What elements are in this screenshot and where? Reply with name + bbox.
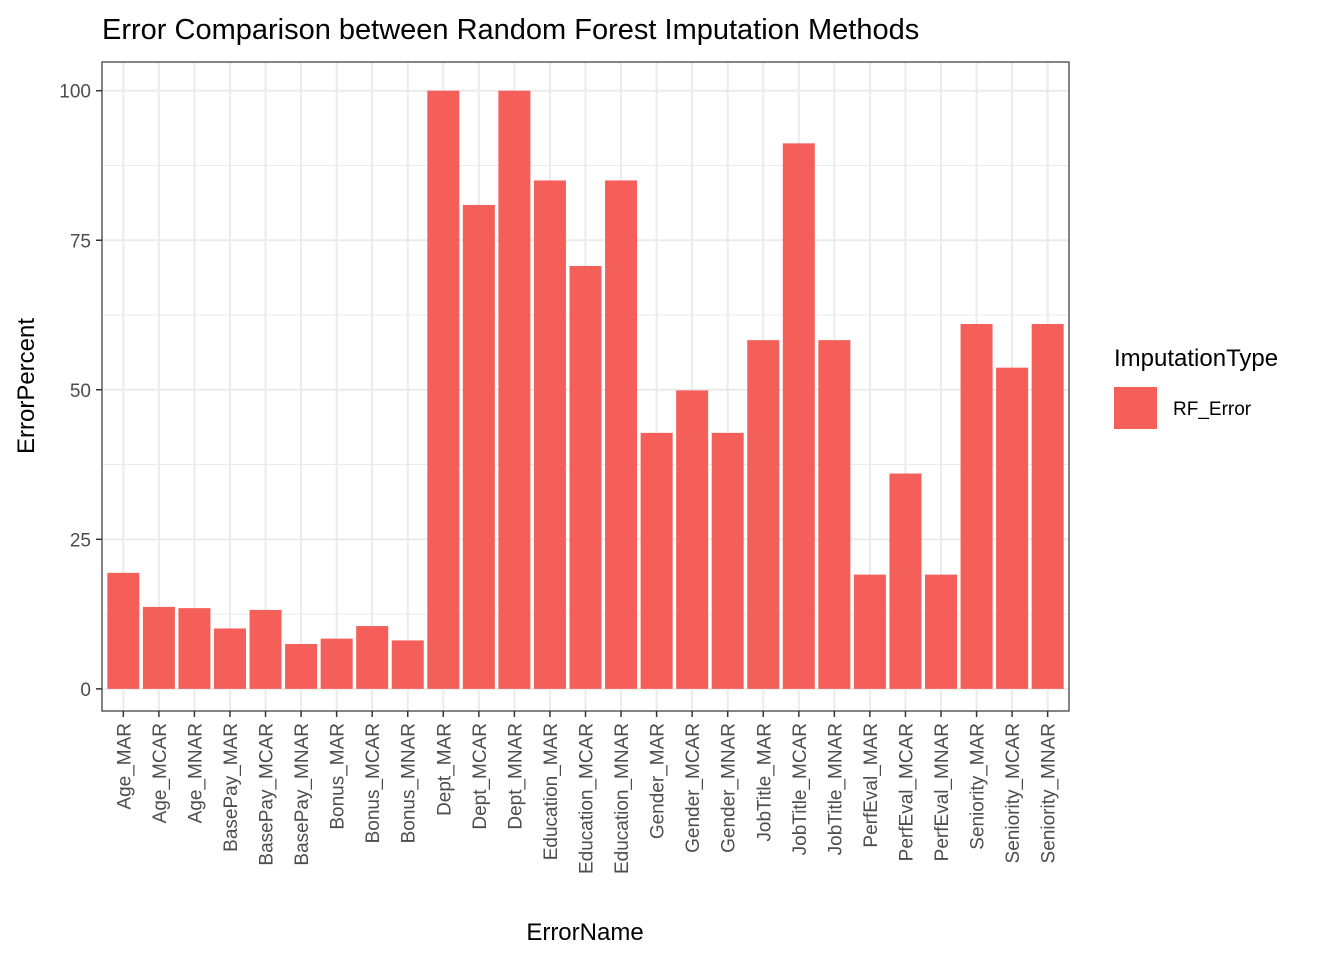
legend: ImputationType RF_Error (1114, 345, 1278, 429)
x-tick-label-Education_MNAR: Education_MNAR (612, 723, 633, 874)
x-tick-label-BasePay_MCAR: BasePay_MCAR (257, 723, 278, 866)
bar-JobTitle_MCAR (782, 143, 815, 689)
bar-JobTitle_MAR (747, 340, 780, 689)
bars (107, 90, 1064, 689)
x-tick-label-Age_MCAR: Age_MCAR (150, 723, 171, 823)
x-tick-label-Education_MAR: Education_MAR (541, 723, 562, 860)
x-tick-label-Seniority_MCAR: Seniority_MCAR (1003, 723, 1024, 863)
x-tick-label-Dept_MAR: Dept_MAR (434, 723, 455, 816)
x-tick-label-JobTitle_MNAR: JobTitle_MNAR (825, 723, 846, 855)
x-tick-label-Bonus_MCAR: Bonus_MCAR (363, 723, 384, 843)
y-tick-label: 50 (70, 381, 91, 402)
bar-Seniority_MAR (960, 323, 993, 689)
bar-Age_MCAR (142, 606, 175, 689)
bar-Bonus_MAR (320, 638, 353, 689)
y-tick-label: 0 (80, 680, 91, 701)
y-tick-label: 25 (70, 530, 91, 551)
bar-Seniority_MCAR (996, 367, 1029, 689)
x-tick-label-JobTitle_MAR: JobTitle_MAR (754, 723, 775, 842)
bar-Bonus_MCAR (356, 626, 389, 689)
chart-title: Error Comparison between Random Forest I… (102, 14, 919, 46)
x-tick-label-Dept_MNAR: Dept_MNAR (505, 723, 526, 830)
bar-Gender_MCAR (676, 390, 709, 689)
x-tick-label-JobTitle_MCAR: JobTitle_MCAR (790, 723, 811, 855)
bar-Age_MAR (107, 572, 140, 689)
x-tick-label-Gender_MAR: Gender_MAR (648, 723, 669, 839)
bar-Gender_MAR (640, 432, 673, 689)
x-tick-label-Age_MNAR: Age_MNAR (185, 723, 206, 823)
y-axis-title: ErrorPercent (13, 318, 40, 454)
legend-label: RF_Error (1173, 399, 1252, 420)
bar-PerfEval_MCAR (889, 473, 922, 689)
legend-title: ImputationType (1114, 345, 1278, 372)
x-tick-label-Age_MAR: Age_MAR (114, 723, 135, 810)
bar-BasePay_MCAR (249, 609, 282, 689)
y-tick-label: 75 (70, 231, 91, 252)
bar-Age_MNAR (178, 608, 211, 689)
bar-Education_MNAR (605, 180, 638, 689)
x-tick-label-Seniority_MNAR: Seniority_MNAR (1039, 723, 1060, 863)
x-tick-label-PerfEval_MAR: PerfEval_MAR (861, 723, 882, 848)
bar-Seniority_MNAR (1031, 323, 1064, 689)
legend-key (1114, 387, 1157, 429)
bar-JobTitle_MNAR (818, 340, 851, 689)
bar-BasePay_MAR (213, 628, 246, 689)
x-tick-label-Gender_MNAR: Gender_MNAR (719, 723, 740, 853)
x-tick-label-Gender_MCAR: Gender_MCAR (683, 723, 704, 853)
bar-PerfEval_MNAR (925, 574, 958, 689)
bar-BasePay_MNAR (285, 644, 318, 689)
bar-Education_MCAR (569, 265, 602, 689)
y-axis: 0 25 50 75 100 (59, 82, 102, 701)
bar-Bonus_MNAR (391, 640, 424, 689)
x-tick-label-PerfEval_MCAR: PerfEval_MCAR (896, 723, 917, 861)
x-tick-label-BasePay_MAR: BasePay_MAR (221, 723, 242, 852)
x-tick-label-Seniority_MAR: Seniority_MAR (968, 723, 989, 850)
bar-Dept_MAR (427, 90, 460, 689)
y-tick-label: 100 (59, 82, 91, 103)
x-tick-label-Education_MCAR: Education_MCAR (577, 723, 598, 874)
bar-PerfEval_MAR (853, 574, 886, 689)
x-axis: Age_MAR Age_MCAR Age_MNAR BasePay_MAR BasePa… (114, 711, 1060, 874)
x-tick-label-Dept_MCAR: Dept_MCAR (470, 723, 491, 830)
bar-Dept_MNAR (498, 90, 531, 689)
x-axis-title: ErrorName (526, 919, 643, 946)
x-tick-label-Bonus_MAR: Bonus_MAR (328, 723, 349, 830)
bar-Gender_MNAR (711, 432, 744, 689)
x-tick-label-PerfEval_MNAR: PerfEval_MNAR (932, 723, 953, 861)
x-tick-label-BasePay_MNAR: BasePay_MNAR (292, 723, 313, 866)
bar-Dept_MCAR (462, 204, 495, 689)
x-tick-label-Bonus_MNAR: Bonus_MNAR (399, 723, 420, 843)
bar-Education_MAR (533, 180, 566, 689)
